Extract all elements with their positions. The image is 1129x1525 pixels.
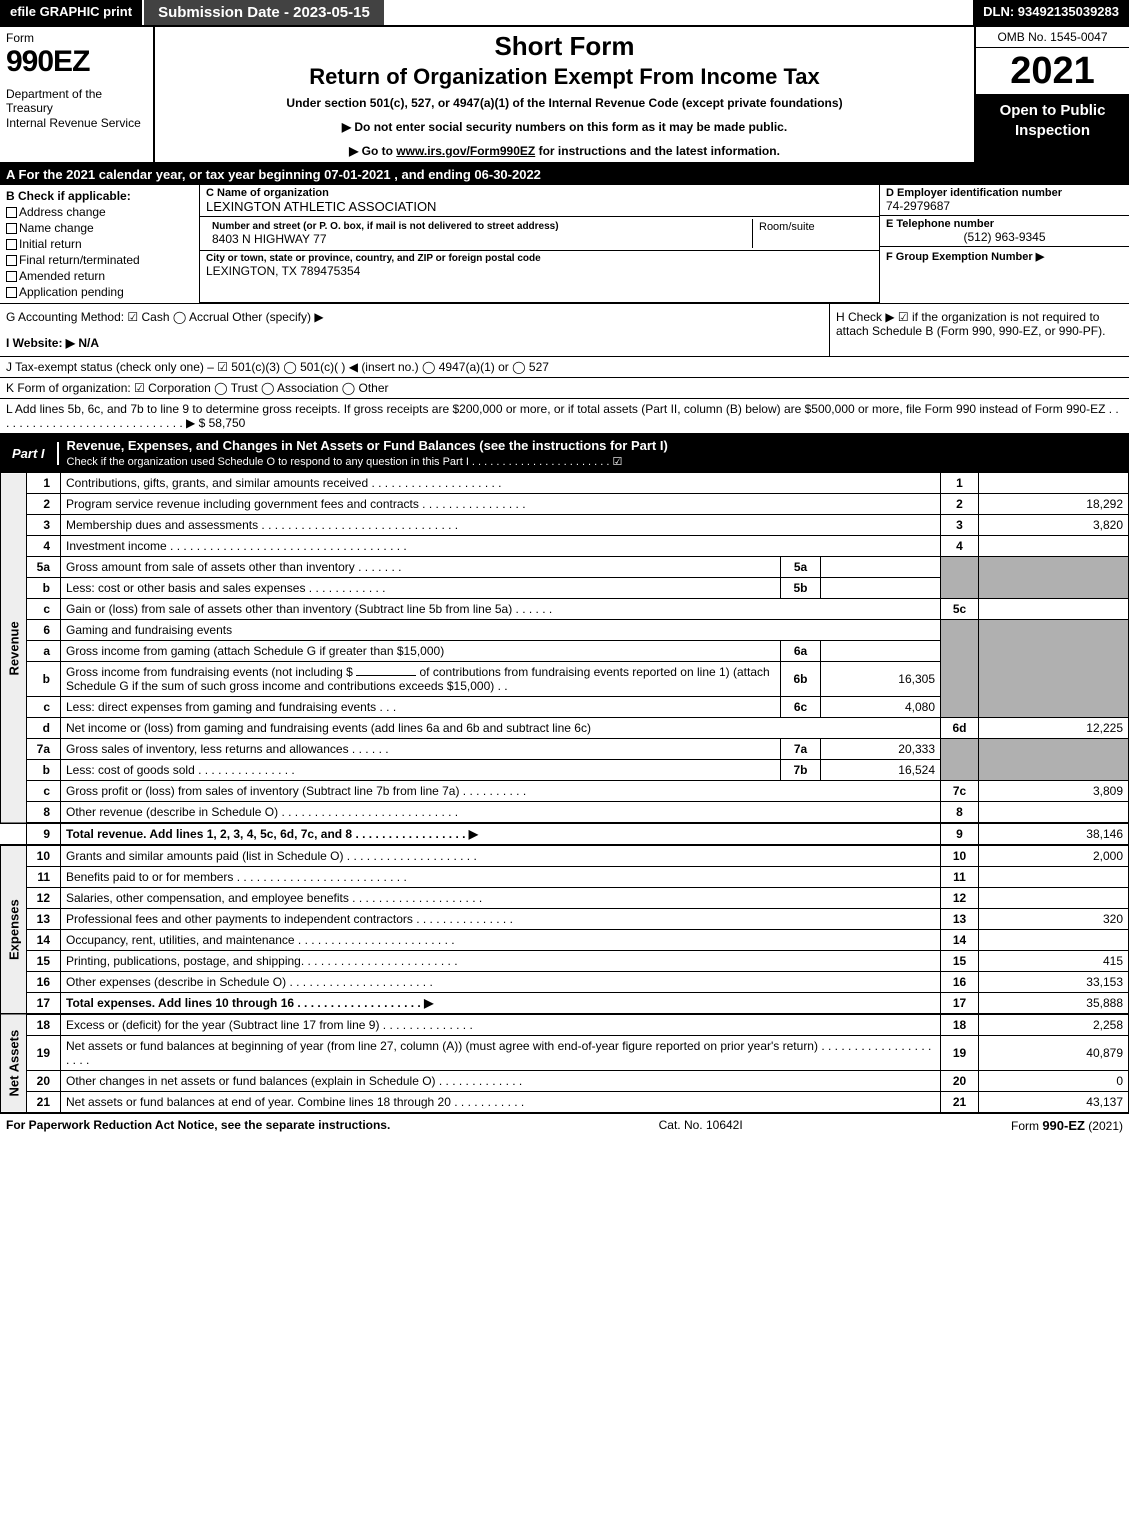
open-to-public: Open to Public Inspection bbox=[976, 95, 1129, 162]
city-value: LEXINGTON, TX 789475354 bbox=[206, 264, 873, 278]
line-4: 4Investment income . . . . . . . . . . .… bbox=[1, 536, 1129, 557]
header-right: OMB No. 1545-0047 2021 Open to Public In… bbox=[974, 27, 1129, 162]
line-7a: 7aGross sales of inventory, less returns… bbox=[1, 739, 1129, 760]
row-gh: G Accounting Method: ☑ Cash ◯ Accrual Ot… bbox=[0, 304, 1129, 357]
line-16: 16Other expenses (describe in Schedule O… bbox=[1, 972, 1129, 993]
city-block: City or town, state or province, country… bbox=[200, 251, 879, 303]
group-exemption-block: F Group Exemption Number ▶ bbox=[880, 247, 1129, 303]
line-12: 12Salaries, other compensation, and empl… bbox=[1, 888, 1129, 909]
line-14: 14Occupancy, rent, utilities, and mainte… bbox=[1, 930, 1129, 951]
chk-application-pending[interactable]: Application pending bbox=[6, 285, 193, 299]
line-13: 13Professional fees and other payments t… bbox=[1, 909, 1129, 930]
submission-date: Submission Date - 2023-05-15 bbox=[142, 0, 384, 25]
chk-name-change[interactable]: Name change bbox=[6, 221, 193, 235]
line-18: Net Assets 18Excess or (deficit) for the… bbox=[1, 1014, 1129, 1036]
phone-value: (512) 963-9345 bbox=[886, 230, 1123, 244]
part-1-table: Revenue 1 Contributions, gifts, grants, … bbox=[0, 472, 1129, 1113]
note2-pre: ▶ Go to bbox=[349, 144, 396, 158]
org-name-label: C Name of organization bbox=[206, 187, 873, 199]
line-19: 19Net assets or fund balances at beginni… bbox=[1, 1036, 1129, 1071]
line-j-tax-exempt: J Tax-exempt status (check only one) – ☑… bbox=[0, 357, 1129, 378]
footer-left: For Paperwork Reduction Act Notice, see … bbox=[6, 1118, 390, 1133]
col-b-head: B Check if applicable: bbox=[6, 189, 193, 203]
accounting-method: G Accounting Method: ☑ Cash ◯ Accrual Ot… bbox=[6, 310, 823, 324]
line-6d: dNet income or (loss) from gaming and fu… bbox=[1, 718, 1129, 739]
col-h-schedule-b: H Check ▶ ☑ if the organization is not r… bbox=[829, 304, 1129, 356]
org-name-block: C Name of organization LEXINGTON ATHLETI… bbox=[200, 185, 879, 217]
col-b-checkboxes: B Check if applicable: Address change Na… bbox=[0, 185, 200, 303]
city-label: City or town, state or province, country… bbox=[206, 253, 873, 264]
form-number: 990EZ bbox=[6, 45, 147, 79]
footer-right: Form 990-EZ (2021) bbox=[1011, 1118, 1123, 1133]
line-l-gross-receipts: L Add lines 5b, 6c, and 7b to line 9 to … bbox=[0, 399, 1129, 434]
ein-block: D Employer identification number 74-2979… bbox=[880, 185, 1129, 216]
revenue-label: Revenue bbox=[1, 473, 27, 824]
group-exemption-label: F Group Exemption Number ▶ bbox=[886, 251, 1044, 263]
footer: For Paperwork Reduction Act Notice, see … bbox=[0, 1113, 1129, 1137]
footer-center: Cat. No. 10642I bbox=[659, 1118, 743, 1133]
part-1-subtitle: Check if the organization used Schedule … bbox=[67, 456, 623, 468]
line-9: 9Total revenue. Add lines 1, 2, 3, 4, 5c… bbox=[1, 823, 1129, 845]
line-3: 3Membership dues and assessments . . . .… bbox=[1, 515, 1129, 536]
line-k-form-org: K Form of organization: ☑ Corporation ◯ … bbox=[0, 378, 1129, 399]
col-c-org-info: C Name of organization LEXINGTON ATHLETI… bbox=[200, 185, 879, 303]
ein-value: 74-2979687 bbox=[886, 199, 1123, 213]
part-1-header: Part I Revenue, Expenses, and Changes in… bbox=[0, 434, 1129, 472]
dln-label: DLN: 93492135039283 bbox=[973, 0, 1129, 25]
org-name-value: LEXINGTON ATHLETIC ASSOCIATION bbox=[206, 199, 873, 214]
row-a-tax-year: A For the 2021 calendar year, or tax yea… bbox=[0, 164, 1129, 185]
department: Department of the Treasury Internal Reve… bbox=[6, 87, 147, 130]
street-label: Number and street (or P. O. box, if mail… bbox=[212, 221, 746, 232]
part-1-tag: Part I bbox=[0, 442, 59, 465]
omb-number: OMB No. 1545-0047 bbox=[976, 27, 1129, 48]
form-subtitle: Under section 501(c), 527, or 4947(a)(1)… bbox=[161, 96, 968, 110]
phone-label: E Telephone number bbox=[886, 218, 1123, 230]
irs-link[interactable]: www.irs.gov/Form990EZ bbox=[396, 144, 535, 158]
line-7c: cGross profit or (loss) from sales of in… bbox=[1, 781, 1129, 802]
website-line: I Website: ▶ N/A bbox=[6, 336, 823, 350]
line-2: 2Program service revenue including gover… bbox=[1, 494, 1129, 515]
form-word: Form bbox=[6, 31, 147, 45]
header-center: Short Form Return of Organization Exempt… bbox=[155, 27, 974, 162]
phone-block: E Telephone number (512) 963-9345 bbox=[880, 216, 1129, 247]
tax-year: 2021 bbox=[976, 48, 1129, 95]
col-g-accounting: G Accounting Method: ☑ Cash ◯ Accrual Ot… bbox=[0, 304, 829, 356]
chk-initial-return[interactable]: Initial return bbox=[6, 237, 193, 251]
room-suite-label: Room/suite bbox=[753, 219, 873, 248]
line-11: 11Benefits paid to or for members . . . … bbox=[1, 867, 1129, 888]
line-20: 20Other changes in net assets or fund ba… bbox=[1, 1071, 1129, 1092]
net-assets-label: Net Assets bbox=[1, 1014, 27, 1113]
line-15: 15Printing, publications, postage, and s… bbox=[1, 951, 1129, 972]
spacer bbox=[384, 0, 973, 25]
line-21: 21Net assets or fund balances at end of … bbox=[1, 1092, 1129, 1113]
street-value: 8403 N HIGHWAY 77 bbox=[212, 232, 746, 246]
note2-post: for instructions and the latest informat… bbox=[535, 144, 780, 158]
address-row: Number and street (or P. O. box, if mail… bbox=[200, 217, 879, 251]
form-note1: ▶ Do not enter social security numbers o… bbox=[161, 120, 968, 134]
form-title: Return of Organization Exempt From Incom… bbox=[161, 64, 968, 90]
section-bcdef: B Check if applicable: Address change Na… bbox=[0, 185, 1129, 304]
line-6: 6Gaming and fundraising events bbox=[1, 620, 1129, 641]
chk-amended-return[interactable]: Amended return bbox=[6, 269, 193, 283]
chk-final-return[interactable]: Final return/terminated bbox=[6, 253, 193, 267]
efile-label[interactable]: efile GRAPHIC print bbox=[0, 0, 142, 25]
line-5a: 5aGross amount from sale of assets other… bbox=[1, 557, 1129, 578]
header-left: Form 990EZ Department of the Treasury In… bbox=[0, 27, 155, 162]
line-5c: cGain or (loss) from sale of assets othe… bbox=[1, 599, 1129, 620]
short-form-title: Short Form bbox=[161, 31, 968, 62]
chk-address-change[interactable]: Address change bbox=[6, 205, 193, 219]
street-block: Number and street (or P. O. box, if mail… bbox=[206, 219, 753, 248]
line-1: Revenue 1 Contributions, gifts, grants, … bbox=[1, 473, 1129, 494]
part-1-title: Revenue, Expenses, and Changes in Net As… bbox=[59, 434, 1129, 472]
ein-label: D Employer identification number bbox=[886, 187, 1123, 199]
line-8: 8Other revenue (describe in Schedule O) … bbox=[1, 802, 1129, 824]
col-def: D Employer identification number 74-2979… bbox=[879, 185, 1129, 303]
form-note2: ▶ Go to www.irs.gov/Form990EZ for instru… bbox=[161, 144, 968, 158]
line-17: 17Total expenses. Add lines 10 through 1… bbox=[1, 993, 1129, 1015]
form-header: Form 990EZ Department of the Treasury In… bbox=[0, 27, 1129, 164]
expenses-label: Expenses bbox=[1, 845, 27, 1014]
top-bar: efile GRAPHIC print Submission Date - 20… bbox=[0, 0, 1129, 27]
line-10: Expenses 10Grants and similar amounts pa… bbox=[1, 845, 1129, 867]
